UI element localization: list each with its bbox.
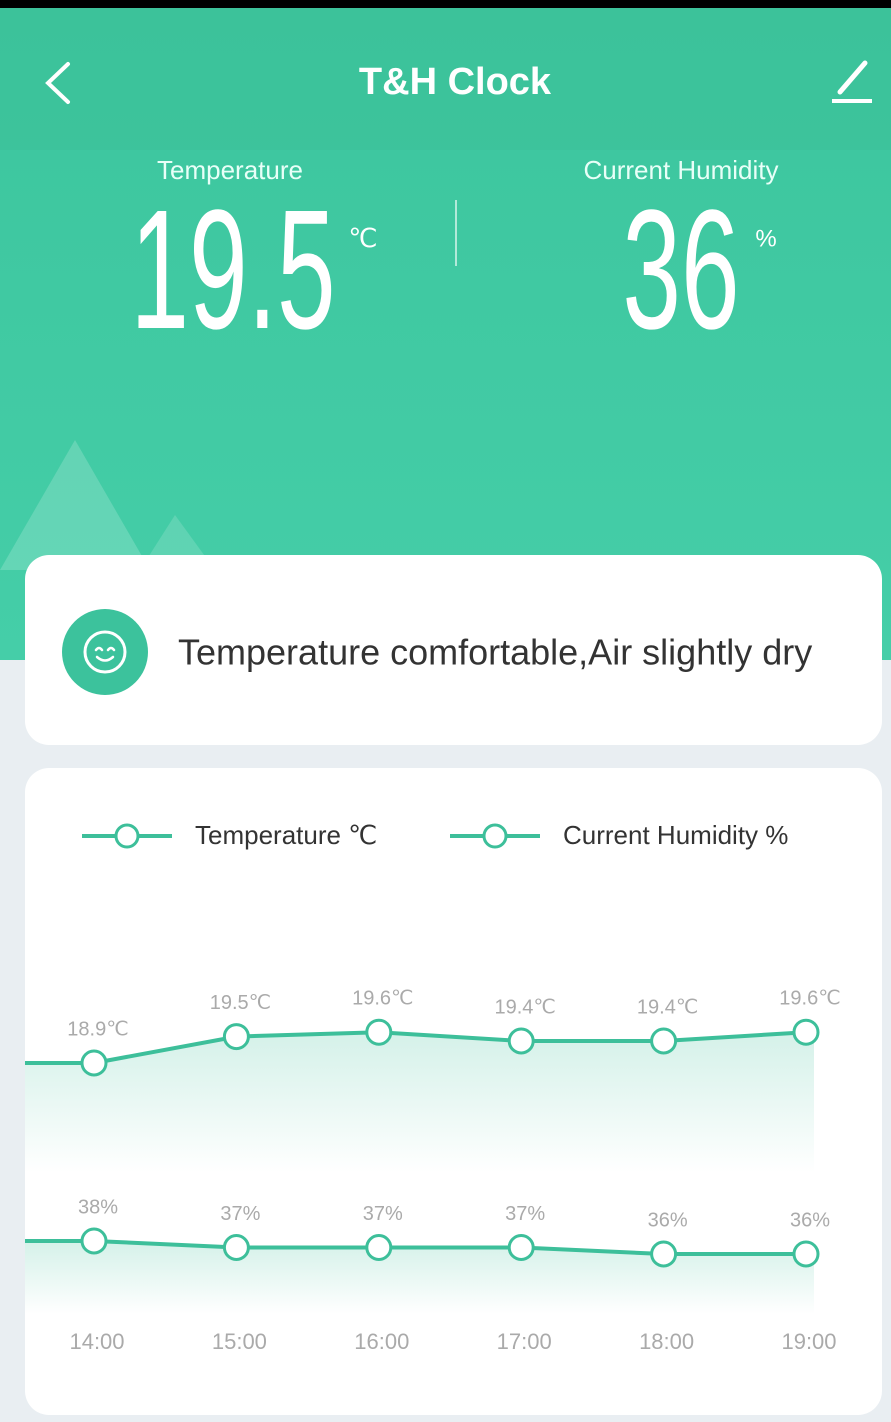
point (224, 1025, 248, 1049)
value-label: 19.6℃ (779, 987, 840, 1009)
point (652, 1029, 676, 1053)
screen: T&H Clock Temperature 19.5 ℃ Current Hum… (0, 0, 891, 1422)
legend-label: Current Humidity % (563, 820, 788, 850)
x-tick-label: 19:00 (781, 1329, 836, 1354)
reading-unit: % (755, 225, 776, 252)
point (367, 1020, 391, 1044)
value-label: 37% (505, 1203, 545, 1225)
point (794, 1020, 818, 1044)
value-label: 19.6℃ (352, 987, 413, 1009)
status-bar (0, 0, 891, 8)
title: T&H Clock (359, 61, 552, 103)
value-label: 37% (363, 1203, 403, 1225)
x-tick-label: 17:00 (497, 1329, 552, 1354)
value-label: 18.9℃ (67, 1018, 128, 1040)
value-label: 19.4℃ (637, 996, 698, 1018)
status-icon (62, 609, 148, 695)
point (367, 1236, 391, 1260)
legend-marker (484, 825, 506, 847)
reading-value: 19.5 (130, 174, 335, 364)
reading-unit: ℃ (348, 223, 377, 253)
legend-label: Temperature ℃ (195, 820, 377, 850)
value-label: 37% (220, 1203, 260, 1225)
page: {"header": {"title": "T&H Clock"}, "read… (0, 0, 891, 1422)
x-tick-label: 16:00 (354, 1329, 409, 1354)
value-label: 36% (790, 1209, 830, 1231)
x-tick-label: 14:00 (69, 1329, 124, 1354)
value-label: 19.4℃ (495, 996, 556, 1018)
value-label: 36% (648, 1209, 688, 1231)
status-text: Temperature comfortable,Air slightly dry (178, 632, 812, 673)
point (82, 1051, 106, 1075)
value-label: 38% (78, 1196, 118, 1218)
point (794, 1242, 818, 1266)
point (82, 1229, 106, 1253)
reading-value: 36 (622, 174, 739, 364)
legend-marker (116, 825, 138, 847)
point (509, 1029, 533, 1053)
x-tick-label: 18:00 (639, 1329, 694, 1354)
x-tick-label: 15:00 (212, 1329, 267, 1354)
point (652, 1242, 676, 1266)
point (509, 1236, 533, 1260)
point (224, 1236, 248, 1260)
value-label: 19.5℃ (210, 992, 271, 1014)
